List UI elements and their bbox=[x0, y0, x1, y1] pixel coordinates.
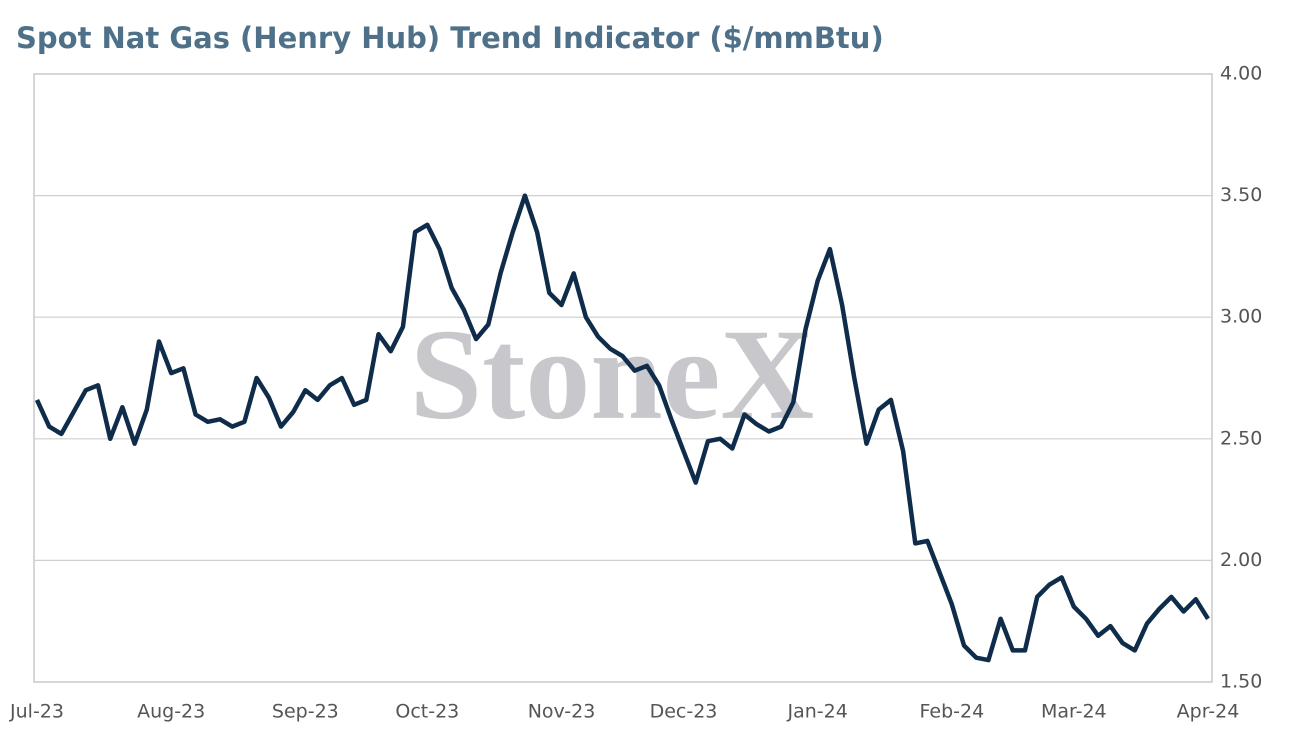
y-tick-label: 2.00 bbox=[1220, 549, 1262, 571]
x-tick-label: Jul-23 bbox=[9, 701, 64, 723]
x-tick-label: Oct-23 bbox=[395, 701, 459, 723]
y-tick-label: 3.00 bbox=[1220, 306, 1262, 328]
x-tick-label: Nov-23 bbox=[528, 701, 596, 723]
line-series bbox=[34, 193, 1210, 663]
x-tick-label: Feb-24 bbox=[920, 701, 985, 723]
x-tick-label: Aug-23 bbox=[137, 701, 205, 723]
x-tick-label: Sep-23 bbox=[272, 701, 339, 723]
watermark: StoneX bbox=[410, 303, 814, 447]
x-tick-label: Mar-24 bbox=[1041, 701, 1107, 723]
x-tick-label: Dec-23 bbox=[650, 701, 718, 723]
y-tick-label: 4.00 bbox=[1220, 63, 1262, 85]
x-tick-label: Apr-24 bbox=[1177, 701, 1240, 723]
y-tick-label: 3.50 bbox=[1220, 184, 1262, 206]
chart-title: Spot Nat Gas (Henry Hub) Trend Indicator… bbox=[16, 21, 884, 55]
y-tick-label: 2.50 bbox=[1220, 427, 1262, 449]
y-tick-label: 1.50 bbox=[1220, 671, 1262, 693]
x-tick-label: Jan-24 bbox=[787, 701, 848, 723]
